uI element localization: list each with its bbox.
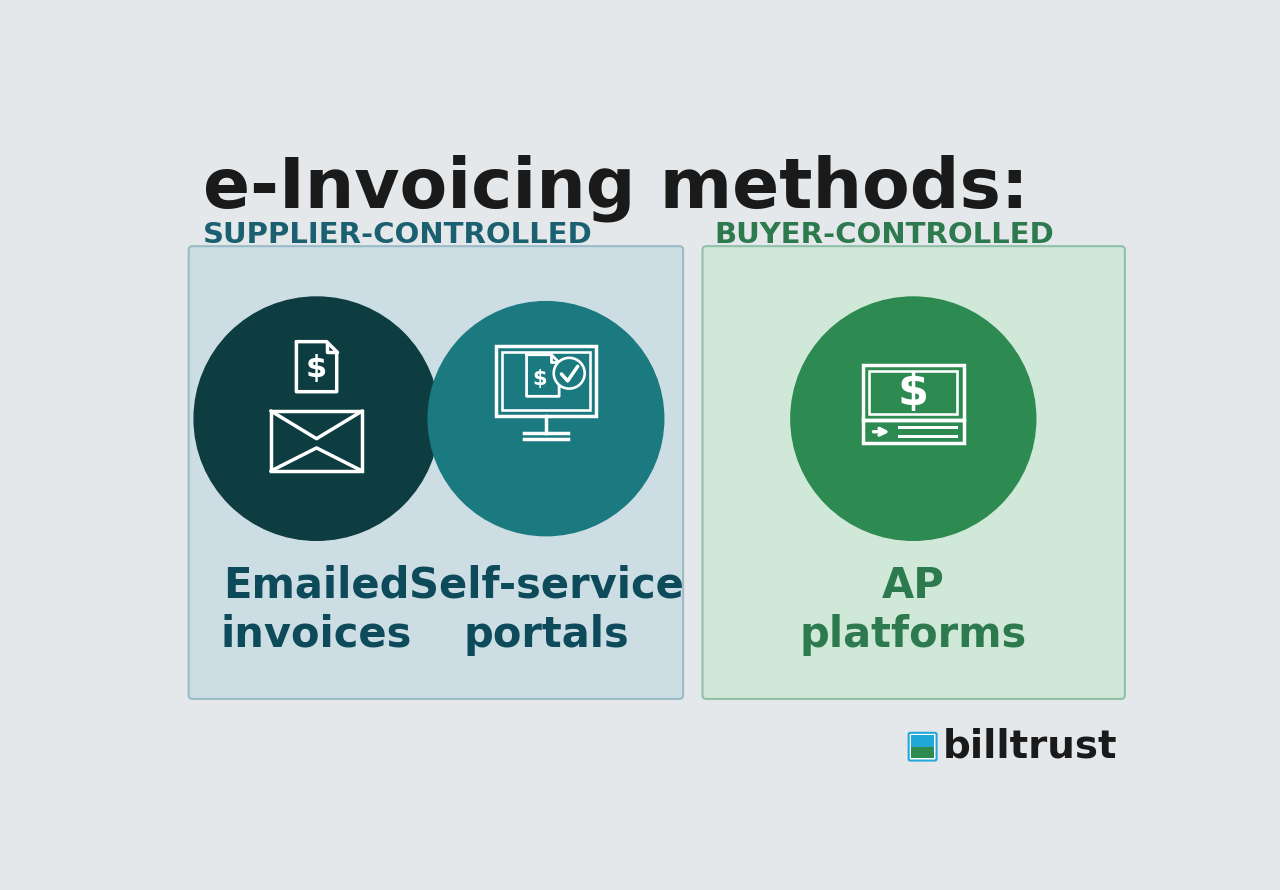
Circle shape (195, 297, 439, 540)
Text: billtrust: billtrust (943, 728, 1117, 765)
Text: e-Invoicing methods:: e-Invoicing methods: (202, 155, 1028, 222)
FancyBboxPatch shape (909, 732, 937, 761)
Text: BUYER-CONTROLLED: BUYER-CONTROLLED (714, 221, 1053, 249)
Text: $: $ (897, 371, 929, 414)
FancyBboxPatch shape (911, 735, 934, 747)
Text: $: $ (306, 354, 328, 384)
FancyBboxPatch shape (703, 247, 1125, 699)
Text: $: $ (532, 368, 547, 389)
Text: Emailed
invoices: Emailed invoices (221, 565, 412, 656)
Circle shape (554, 358, 585, 389)
Circle shape (428, 302, 664, 536)
FancyBboxPatch shape (188, 247, 684, 699)
Text: Self-service
portals: Self-service portals (408, 565, 684, 656)
Circle shape (791, 297, 1036, 540)
FancyBboxPatch shape (911, 747, 934, 758)
Text: SUPPLIER-CONTROLLED: SUPPLIER-CONTROLLED (202, 221, 593, 249)
Text: AP
platforms: AP platforms (800, 565, 1027, 656)
